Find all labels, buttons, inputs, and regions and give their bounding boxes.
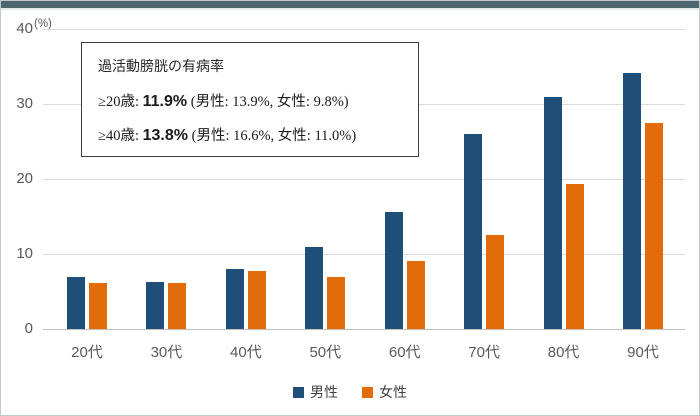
bar-女性-40代 bbox=[247, 271, 266, 329]
bar-男性-80代 bbox=[543, 97, 562, 329]
annotation-line-over20: ≥20歳: 11.9% (男性: 13.9%, 女性: 9.8%) bbox=[98, 90, 402, 111]
x-axis-label-60代: 60代 bbox=[388, 344, 421, 361]
annotation-prefix: ≥40歳: bbox=[98, 128, 143, 144]
y-axis-tick-label: 20 bbox=[16, 170, 33, 187]
gridline-10 bbox=[43, 254, 685, 255]
legend-swatch-icon bbox=[293, 386, 304, 398]
x-axis-label-30代: 30代 bbox=[150, 344, 183, 361]
legend: 男性 女性 bbox=[1, 382, 699, 402]
bar-男性-40代 bbox=[225, 269, 244, 329]
x-axis-label-40代: 40代 bbox=[230, 344, 262, 361]
x-axis-label-50代: 50代 bbox=[309, 344, 342, 361]
bar-chart: (%) 0 10 20 30 40 20代 30代 40代 50代 60代 70代 80代 90代 過活… bbox=[1, 12, 699, 415]
bar-女性-60代 bbox=[406, 260, 425, 329]
legend-item-女性: 女性 bbox=[362, 382, 407, 402]
bar-女性-20代 bbox=[89, 282, 107, 329]
legend-item-男性: 男性 bbox=[293, 382, 338, 402]
legend-swatch-icon bbox=[362, 386, 373, 398]
x-axis-label-80代: 80代 bbox=[547, 344, 580, 361]
bar-女性-50代 bbox=[327, 276, 346, 329]
x-axis-label-90代: 90代 bbox=[627, 344, 659, 361]
bar-男性-30代 bbox=[146, 281, 165, 329]
annotation-detail: (男性: 16.6%, 女性: 11.0%) bbox=[188, 128, 357, 144]
gridline-40 bbox=[43, 29, 685, 30]
annotation-value: 13.8% bbox=[142, 127, 188, 144]
bar-女性-30代 bbox=[168, 282, 187, 329]
y-axis-tick-label: 40 bbox=[16, 20, 33, 37]
bar-男性-20代 bbox=[67, 276, 85, 329]
y-axis-tick-label: 10 bbox=[16, 245, 33, 262]
y-axis-unit-label: (%) bbox=[34, 18, 52, 30]
annotation-line-over40: ≥40歳: 13.8% (男性: 16.6%, 女性: 11.0%) bbox=[98, 124, 402, 145]
annotation-box: 過活動膀胱の有病率 ≥20歳: 11.9% (男性: 13.9%, 女性: 9.… bbox=[81, 42, 419, 157]
bar-女性-70代 bbox=[486, 235, 505, 329]
annotation-title: 過活動膀胱の有病率 bbox=[98, 58, 224, 74]
legend-label: 女性 bbox=[379, 384, 407, 400]
bar-男性-90代 bbox=[623, 72, 641, 329]
annotation-detail: (男性: 13.9%, 女性: 9.8%) bbox=[187, 94, 349, 110]
annotation-prefix: ≥20歳: bbox=[98, 94, 143, 110]
bar-男性-60代 bbox=[384, 212, 403, 329]
gridline-0 bbox=[43, 329, 685, 330]
bar-女性-80代 bbox=[565, 184, 584, 329]
gridline-20 bbox=[43, 179, 685, 180]
bar-男性-50代 bbox=[305, 247, 324, 329]
x-axis-label-20代: 20代 bbox=[71, 344, 103, 361]
x-axis-label-70代: 70代 bbox=[468, 344, 500, 361]
legend-label: 男性 bbox=[310, 384, 338, 400]
bar-男性-70代 bbox=[464, 134, 483, 329]
annotation-value: 11.9% bbox=[142, 93, 188, 110]
y-axis-tick-label: 30 bbox=[16, 95, 33, 112]
window-top-bar bbox=[1, 1, 699, 10]
y-axis-tick-label: 0 bbox=[24, 320, 33, 337]
bar-女性-90代 bbox=[645, 122, 663, 329]
